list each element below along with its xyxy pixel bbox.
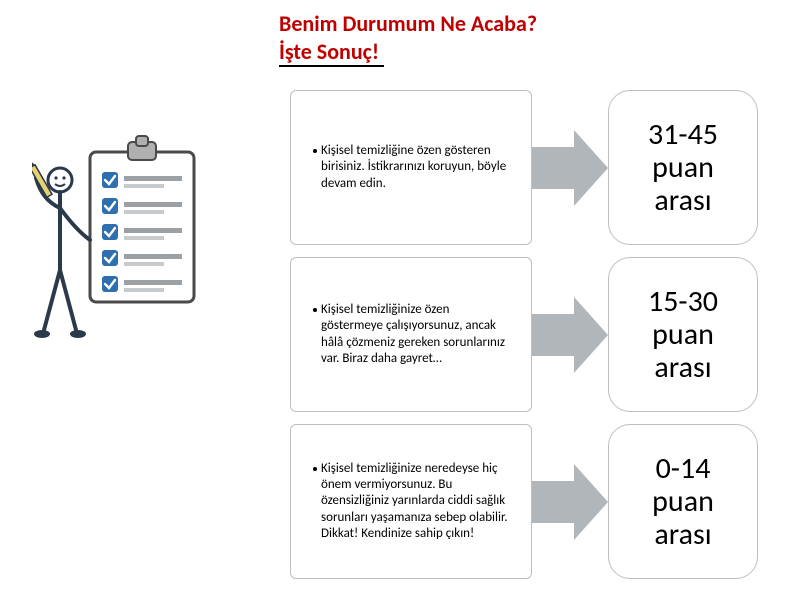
arrow-icon xyxy=(526,147,574,189)
bullet-icon xyxy=(313,308,317,312)
title-underline xyxy=(279,65,384,67)
score-range: 0-14 xyxy=(656,452,711,485)
result-row: Kişisel temizliğine özen gösteren birisi… xyxy=(290,90,760,245)
result-row: Kişisel temizliğinize neredeyse hiç önem… xyxy=(290,424,760,579)
score-unit: puan xyxy=(652,318,714,351)
title-line-1: Benim Durumum Ne Acaba? xyxy=(279,10,729,38)
score-box: 31-45 puan arası xyxy=(608,90,758,245)
score-box: 0-14 puan arası xyxy=(608,424,758,579)
score-suffix: arası xyxy=(654,184,711,217)
result-rows: Kişisel temizliğine özen gösteren birisi… xyxy=(290,90,760,591)
score-unit: puan xyxy=(652,151,714,184)
bullet-icon xyxy=(313,467,317,471)
score-suffix: arası xyxy=(654,518,711,551)
score-suffix: arası xyxy=(654,351,711,384)
score-unit: puan xyxy=(652,485,714,518)
bullet-icon xyxy=(313,149,317,153)
result-row: Kişisel temizliğinize özen göstermeye ça… xyxy=(290,257,760,412)
checklist-figure-illustration xyxy=(32,130,208,350)
description-text: Kişisel temizliğinize özen göstermeye ça… xyxy=(321,302,511,367)
description-box: Kişisel temizliğine özen gösteren birisi… xyxy=(290,90,532,245)
title-block: Benim Durumum Ne Acaba? İşte Sonuç! xyxy=(279,10,729,67)
arrow-icon xyxy=(526,481,574,523)
description-text: Kişisel temizliğine özen gösteren birisi… xyxy=(321,143,511,192)
description-box: Kişisel temizliğinize neredeyse hiç önem… xyxy=(290,424,532,579)
score-box: 15-30 puan arası xyxy=(608,257,758,412)
description-box: Kişisel temizliğinize özen göstermeye ça… xyxy=(290,257,532,412)
score-range: 15-30 xyxy=(648,285,718,318)
description-text: Kişisel temizliğinize neredeyse hiç önem… xyxy=(321,461,511,542)
score-range: 31-45 xyxy=(648,118,718,151)
title-line-2: İşte Sonuç! xyxy=(279,38,729,66)
arrow-icon xyxy=(526,314,574,356)
